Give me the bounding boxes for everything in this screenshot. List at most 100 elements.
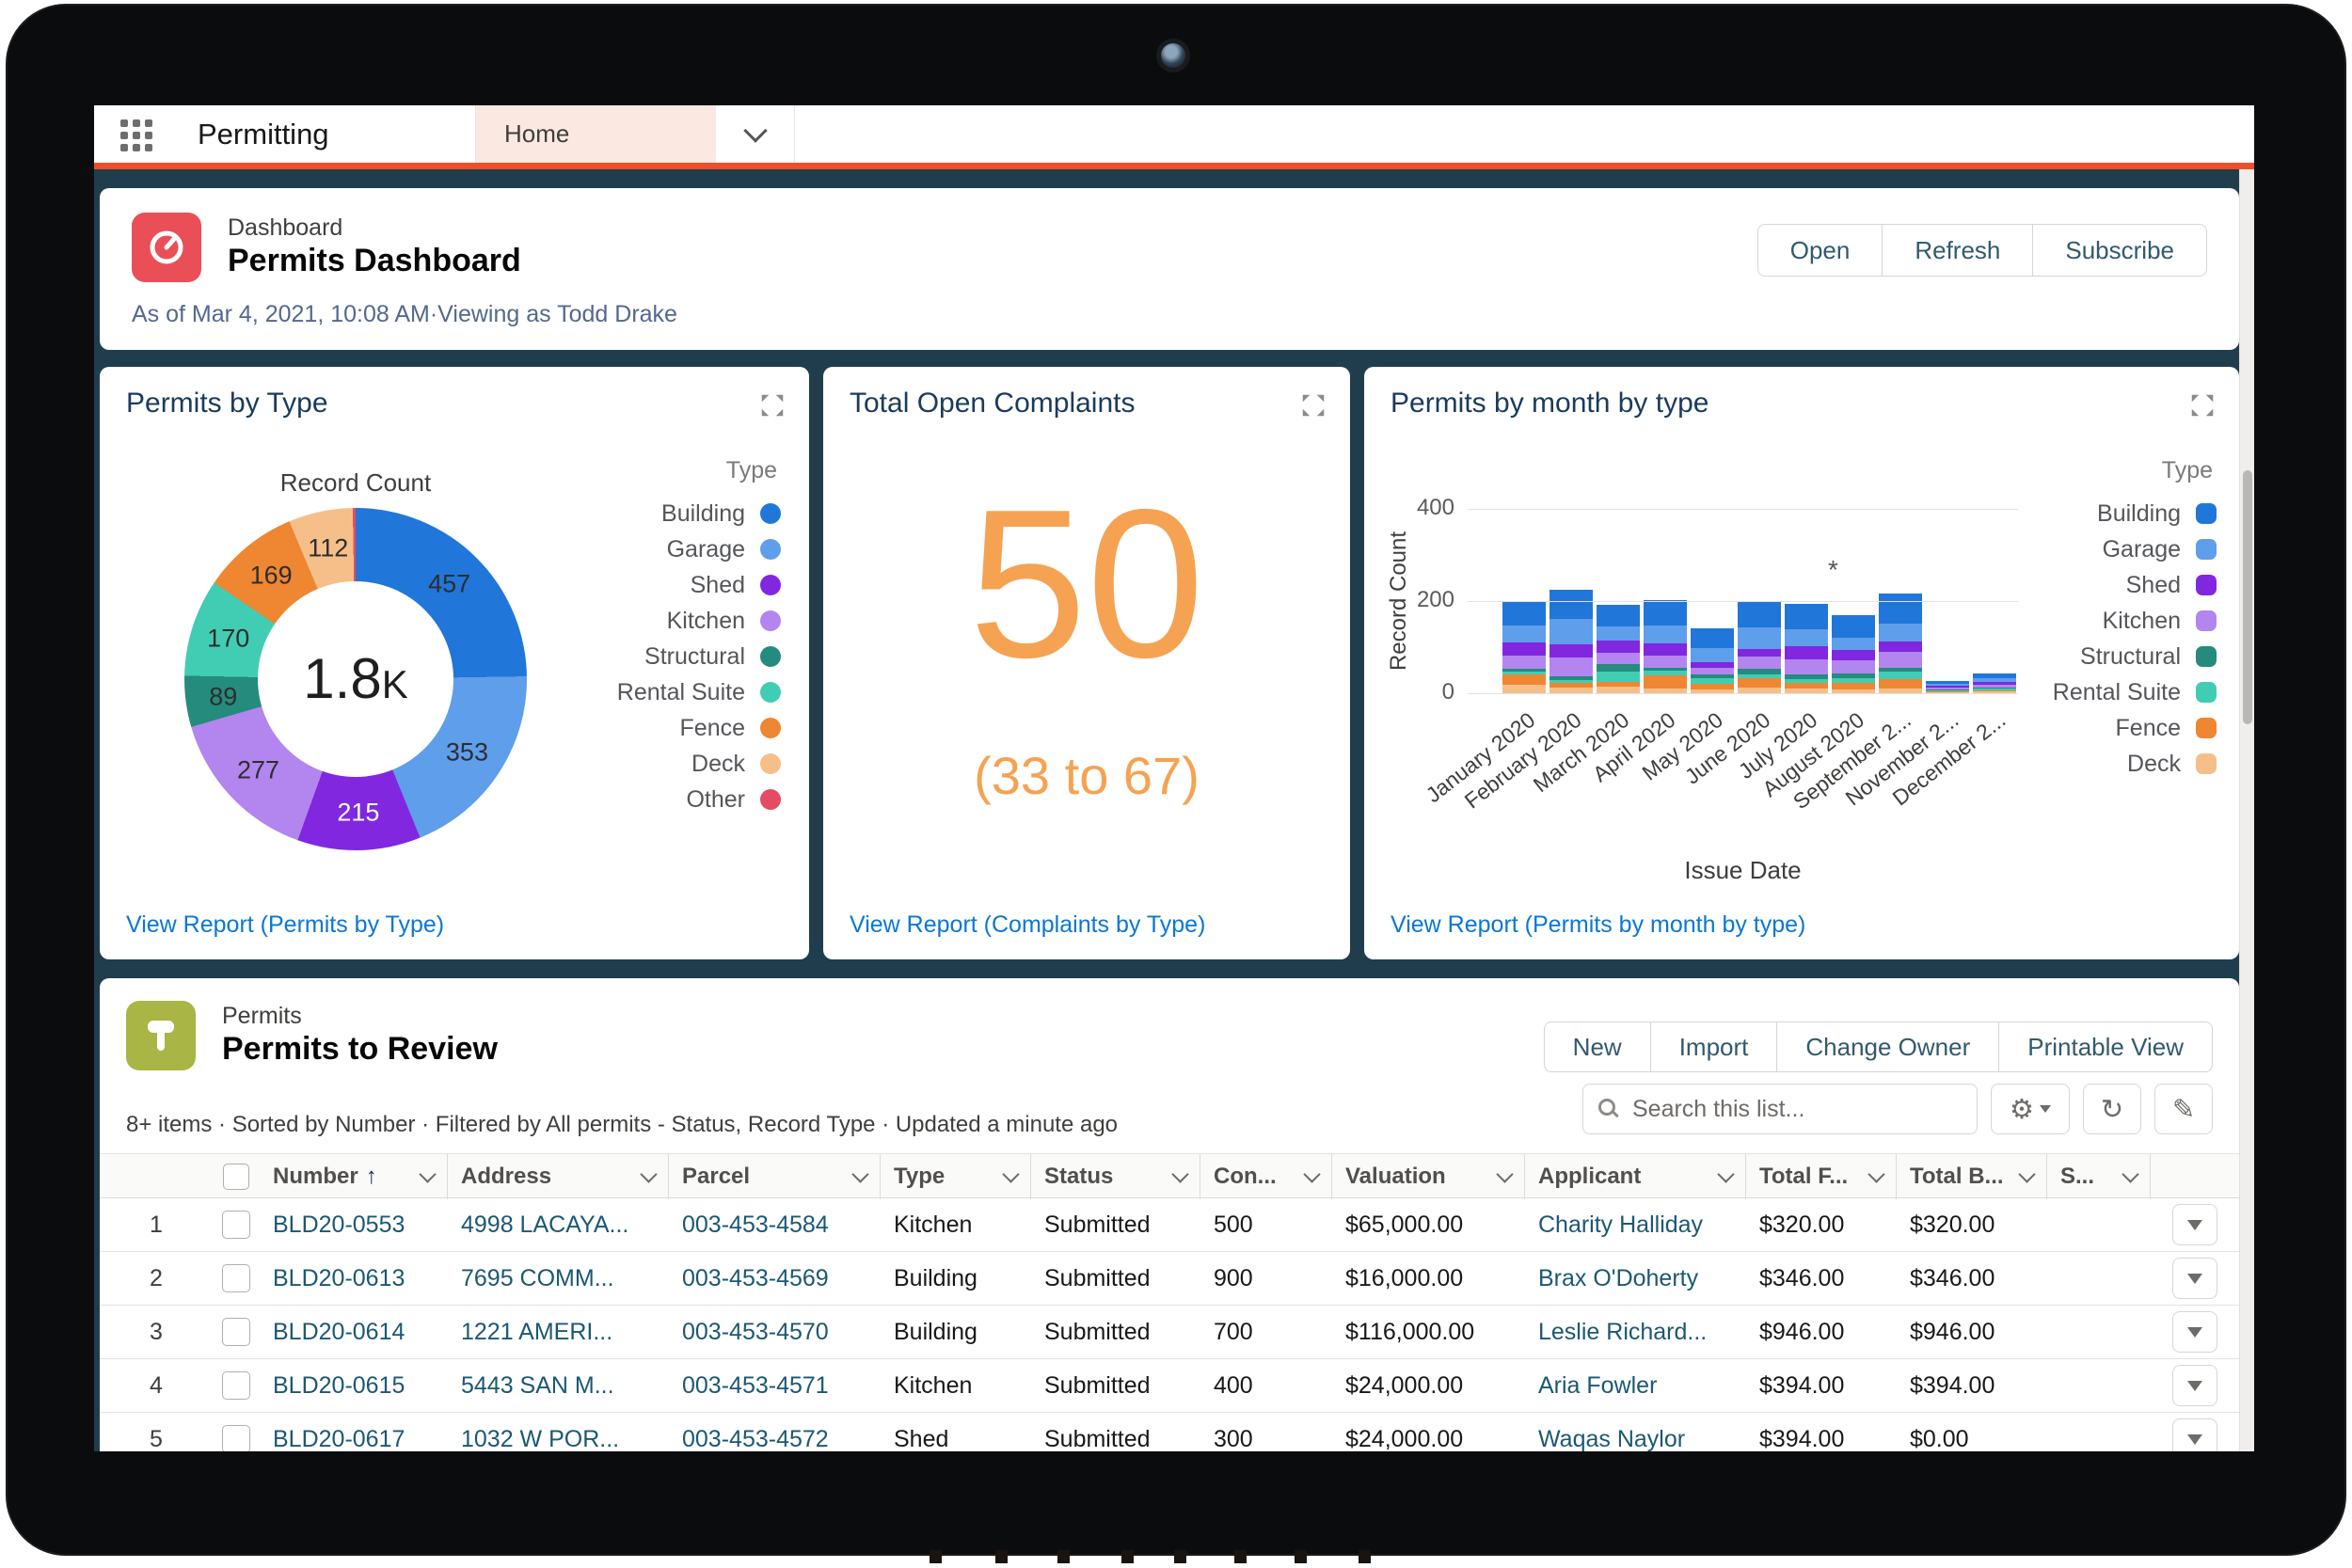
cell-total_f: $320.00: [1746, 1212, 1897, 1239]
chevron-down-icon[interactable]: [2122, 1165, 2139, 1183]
dashboard-canvas: Dashboard Permits Dashboard As of Mar 4,…: [94, 169, 2254, 1451]
row-checkbox[interactable]: [222, 1425, 250, 1451]
chevron-down-icon[interactable]: [640, 1165, 658, 1183]
search-box[interactable]: [1582, 1084, 1978, 1134]
chevron-down-icon[interactable]: [851, 1165, 869, 1183]
list-settings-button[interactable]: ⚙: [1991, 1084, 2070, 1134]
chevron-down-icon[interactable]: [1496, 1165, 1514, 1183]
refresh-button[interactable]: Refresh: [1882, 224, 2034, 277]
total-fees-value: $946.00: [1759, 1318, 1845, 1345]
change-owner-button[interactable]: Change Owner: [1776, 1022, 2000, 1072]
open-button[interactable]: Open: [1756, 224, 1883, 277]
address-link[interactable]: 4998 LACAYA...: [461, 1211, 629, 1238]
applicant-link[interactable]: Aria Fowler: [1538, 1371, 1658, 1399]
new-button[interactable]: New: [1543, 1022, 1651, 1072]
scrollbar-thumb[interactable]: [2243, 470, 2252, 724]
column-header-s[interactable]: S...: [2047, 1154, 2151, 1199]
view-report-link[interactable]: View Report (Permits by month by type): [1391, 911, 1806, 938]
hinge-notch: [1121, 1550, 1134, 1563]
total-fees-value: $394.00: [1759, 1371, 1845, 1399]
subscribe-button[interactable]: Subscribe: [2032, 224, 2207, 277]
view-report-link[interactable]: View Report (Permits by Type): [126, 911, 445, 938]
row-number: 3: [150, 1318, 163, 1345]
global-nav: Permitting Home: [94, 105, 2254, 169]
chevron-down-icon[interactable]: [1002, 1165, 1020, 1183]
row-checkbox[interactable]: [222, 1371, 250, 1400]
cell-applicant: Waqas Naylor: [1525, 1426, 1746, 1452]
table-body: 1 BLD20-0553 4998 LACAYA... 003-453-4584 Kit…: [100, 1198, 2239, 1451]
column-header-total-f[interactable]: Total F...: [1746, 1154, 1897, 1199]
row-checkbox[interactable]: [222, 1211, 250, 1239]
applicant-link[interactable]: Brax O'Doherty: [1538, 1264, 1699, 1291]
row-actions-cell: [2151, 1365, 2239, 1406]
column-header-address[interactable]: Address: [448, 1154, 669, 1199]
chevron-down-icon[interactable]: [1867, 1165, 1885, 1183]
legend-item-garage: Garage: [555, 531, 781, 567]
expand-icon[interactable]: [758, 391, 787, 420]
row-actions-button[interactable]: [2172, 1311, 2217, 1353]
permit-number-link[interactable]: BLD20-0613: [273, 1264, 405, 1291]
column-header-type[interactable]: Type: [881, 1154, 1031, 1199]
column-header-parcel[interactable]: Parcel: [669, 1154, 881, 1199]
chevron-down-icon[interactable]: [1171, 1165, 1189, 1183]
row-checkbox[interactable]: [222, 1264, 250, 1292]
column-header-applicant[interactable]: Applicant: [1525, 1154, 1746, 1199]
view-report-link[interactable]: View Report (Complaints by Type): [850, 911, 1206, 938]
inline-edit-button[interactable]: ✎: [2154, 1084, 2213, 1134]
printable-view-button[interactable]: Printable View: [1998, 1022, 2213, 1072]
row-actions-button[interactable]: [2172, 1365, 2217, 1406]
column-label: S...: [2060, 1164, 2095, 1189]
legend-item-garage: Garage: [1991, 531, 2217, 567]
select-all-checkbox[interactable]: [223, 1164, 249, 1190]
cell-number: BLD20-0613: [260, 1265, 448, 1292]
column-header-rownum: [100, 1154, 213, 1199]
address-link[interactable]: 5443 SAN M...: [461, 1371, 614, 1399]
expand-icon[interactable]: [2188, 391, 2217, 420]
address-link[interactable]: 7695 COMM...: [461, 1264, 614, 1291]
applicant-link[interactable]: Charity Halliday: [1538, 1211, 1704, 1238]
chevron-down-icon[interactable]: [1717, 1165, 1735, 1183]
row-actions-button[interactable]: [2172, 1258, 2217, 1299]
tab-home[interactable]: Home: [475, 105, 716, 163]
row-actions-button[interactable]: [2172, 1204, 2217, 1245]
cell-parcel: 003-453-4571: [669, 1372, 881, 1400]
column-header-select-all[interactable]: [213, 1154, 260, 1199]
y-tick-200: 200: [1416, 587, 1454, 612]
app-launcher-icon[interactable]: [120, 119, 158, 155]
chevron-down-icon[interactable]: [2018, 1165, 2036, 1183]
legend-label: Deck: [2127, 750, 2181, 777]
bar-segment-structural: [1691, 674, 1734, 679]
column-header-status[interactable]: Status: [1031, 1154, 1200, 1199]
total-fees-value: $394.00: [1759, 1425, 1845, 1452]
column-header-total-b[interactable]: Total B...: [1897, 1154, 2047, 1199]
tab-dropdown-button[interactable]: [716, 105, 795, 163]
row-checkbox[interactable]: [222, 1318, 250, 1346]
applicant-link[interactable]: Waqas Naylor: [1538, 1425, 1686, 1452]
column-header-number[interactable]: Number ↑: [260, 1154, 448, 1199]
tab-home-label: Home: [504, 119, 570, 148]
scrollbar-track[interactable]: [2239, 169, 2254, 1451]
pencil-icon: ✎: [2171, 1094, 2196, 1125]
applicant-link[interactable]: Leslie Richard...: [1538, 1318, 1708, 1345]
column-header-valuation[interactable]: Valuation: [1332, 1154, 1525, 1199]
search-input[interactable]: [1630, 1094, 1954, 1124]
dropdown-triangle-icon: [2187, 1380, 2202, 1391]
bar-segment-garage: [1973, 678, 2016, 682]
bar-segment-garage: [1926, 683, 1969, 687]
chevron-down-icon[interactable]: [1303, 1165, 1321, 1183]
import-button[interactable]: Import: [1649, 1022, 1778, 1072]
chevron-down-icon[interactable]: [419, 1165, 437, 1183]
row-actions-button[interactable]: [2172, 1418, 2217, 1451]
address-link[interactable]: 1221 AMERI...: [461, 1318, 613, 1345]
status-value: Submitted: [1044, 1318, 1151, 1345]
bar-segment-building: [1832, 614, 1875, 639]
permit-number-link[interactable]: BLD20-0617: [273, 1425, 405, 1452]
permit-number-link[interactable]: BLD20-0614: [273, 1318, 405, 1345]
expand-icon[interactable]: [1299, 391, 1327, 420]
permit-number-link[interactable]: BLD20-0553: [273, 1211, 405, 1238]
address-link[interactable]: 1032 W POR...: [461, 1425, 620, 1452]
refresh-button[interactable]: ↻: [2083, 1084, 2141, 1134]
column-header-con[interactable]: Con...: [1200, 1154, 1332, 1199]
permit-number-link[interactable]: BLD20-0615: [273, 1371, 405, 1399]
column-label: Total B...: [1910, 1164, 2004, 1189]
